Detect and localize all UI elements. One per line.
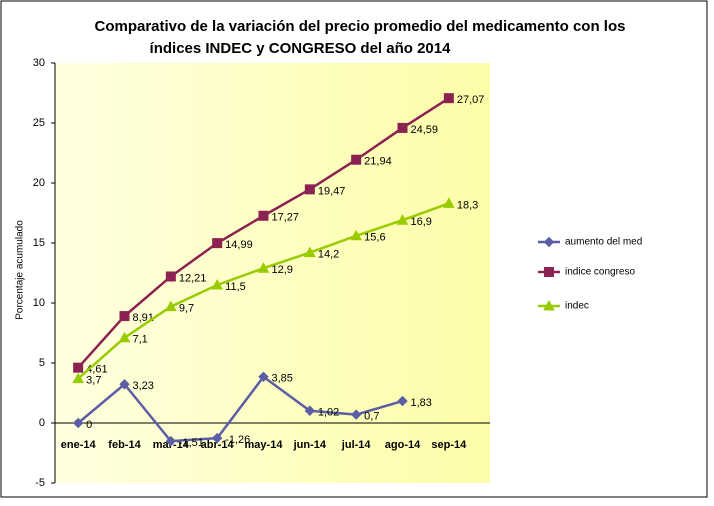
y-tick-label: 0 xyxy=(39,417,45,429)
data-label: 14,99 xyxy=(225,239,253,251)
data-label: 21,94 xyxy=(364,156,392,168)
chart-title: Comparativo de la variación del precio p… xyxy=(95,18,626,35)
data-label: 19,47 xyxy=(318,185,346,197)
data-point xyxy=(72,372,85,384)
legend-label: aumento del med xyxy=(565,237,642,248)
y-tick-label: 10 xyxy=(33,297,45,309)
legend-marker xyxy=(544,267,554,277)
y-tick-label: 25 xyxy=(33,117,45,129)
x-tick-label: abr-14 xyxy=(201,439,235,451)
data-point xyxy=(303,246,316,258)
y-tick-label: 5 xyxy=(39,357,45,369)
x-tick-label: ago-14 xyxy=(385,439,421,451)
legend-marker xyxy=(543,299,555,311)
data-point xyxy=(351,154,362,165)
data-point xyxy=(397,122,408,133)
data-label: 14,2 xyxy=(318,249,339,261)
data-point xyxy=(350,409,362,420)
data-label: 9,7 xyxy=(179,303,194,315)
data-point xyxy=(304,184,315,195)
x-tick-label: sep-14 xyxy=(431,439,467,451)
data-point xyxy=(350,229,363,241)
data-point xyxy=(164,300,177,312)
y-tick-label: -5 xyxy=(35,477,45,489)
data-point xyxy=(442,197,455,208)
data-label: 3,85 xyxy=(272,373,293,385)
series-line xyxy=(77,375,403,443)
data-label: 1,02 xyxy=(318,407,339,419)
data-point xyxy=(258,371,269,383)
data-label: 27,07 xyxy=(457,94,485,106)
data-label: 3,7 xyxy=(86,375,101,387)
y-tick-label: 20 xyxy=(33,177,45,189)
legend-marker xyxy=(543,236,555,248)
x-tick-label: may-14 xyxy=(245,439,284,451)
legend-label: indice congreso xyxy=(565,267,635,278)
data-point xyxy=(258,210,269,221)
data-label: 18,3 xyxy=(457,199,478,211)
data-label: 17,27 xyxy=(272,212,300,224)
data-point xyxy=(257,262,270,273)
plot-area xyxy=(55,63,490,483)
data-point xyxy=(119,311,130,322)
data-label: -1,26 xyxy=(225,434,250,446)
x-tick-label: jul-14 xyxy=(341,439,372,451)
data-point xyxy=(396,214,409,225)
y-tick-label: 15 xyxy=(33,237,45,249)
x-tick-label: ene-14 xyxy=(61,439,97,451)
data-label: -1,51 xyxy=(179,437,204,449)
y-tick-label: 30 xyxy=(33,57,45,69)
data-point xyxy=(119,379,130,390)
data-label: 3,23 xyxy=(133,380,154,392)
data-label: 11,5 xyxy=(225,281,246,293)
data-label: 7,1 xyxy=(133,334,148,346)
data-label: 8,91 xyxy=(133,312,154,324)
x-tick-label: feb-14 xyxy=(108,439,141,451)
x-tick-label: jun-14 xyxy=(293,439,327,451)
data-label: 0 xyxy=(86,419,92,431)
data-point xyxy=(118,331,131,343)
data-point xyxy=(443,93,454,104)
data-label: 16,9 xyxy=(411,216,432,228)
legend-label: indec xyxy=(565,301,589,312)
data-point xyxy=(304,405,316,416)
data-point xyxy=(73,362,84,373)
y-axis-label: Porcentaje acumulado xyxy=(15,220,26,320)
data-point xyxy=(211,432,223,444)
chart-subtitle: índices INDEC y CONGRESO del año 2014 xyxy=(150,40,452,57)
data-label: 12,21 xyxy=(179,272,207,284)
data-point xyxy=(211,278,224,290)
data-point xyxy=(397,395,408,407)
data-label: 0,7 xyxy=(364,411,379,423)
data-label: 15,6 xyxy=(364,232,385,244)
data-label: 1,83 xyxy=(411,397,432,409)
data-point xyxy=(72,417,84,429)
data-point xyxy=(212,238,223,249)
data-point xyxy=(165,435,177,447)
data-label: 12,9 xyxy=(272,264,293,276)
data-point xyxy=(165,271,176,282)
data-label: 24,59 xyxy=(411,124,439,136)
